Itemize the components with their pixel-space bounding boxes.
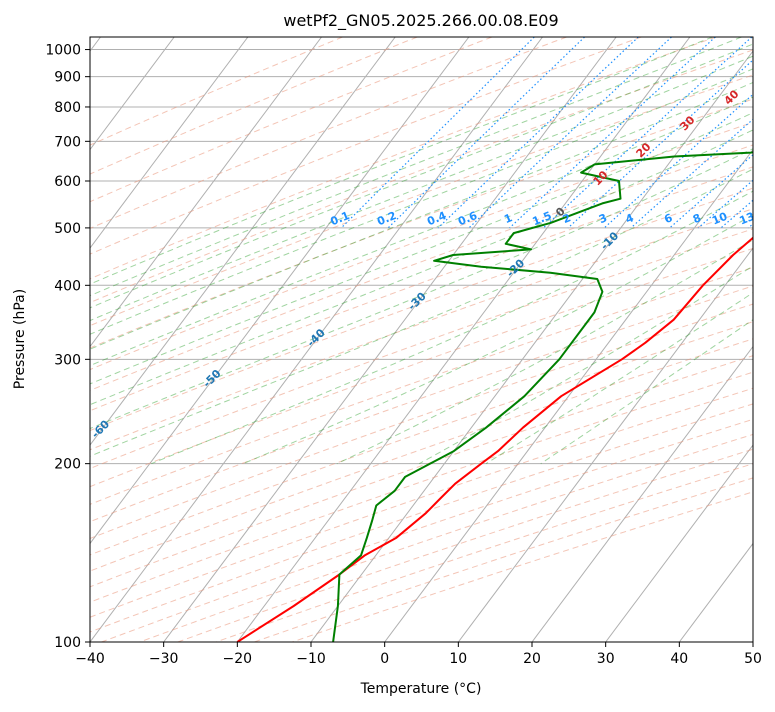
y-axis-label: Pressure (hPa) <box>12 289 28 389</box>
x-tick-label: 20 <box>523 651 541 667</box>
x-axis-label: Temperature (°C) <box>360 681 482 697</box>
y-tick-label: 100 <box>54 635 81 651</box>
y-tick-label: 200 <box>54 457 81 473</box>
y-tick-label: 600 <box>54 174 81 190</box>
y-tick-label: 700 <box>54 134 81 150</box>
y-tick-label: 300 <box>54 352 81 368</box>
x-tick-label: 40 <box>670 651 688 667</box>
y-tick-label: 500 <box>54 221 81 237</box>
chart-title: wetPf2_GN05.2025.266.00.08.E09 <box>283 11 558 31</box>
x-tick-label: 0 <box>380 651 389 667</box>
x-tick-label: 30 <box>597 651 615 667</box>
x-tick-label: −30 <box>149 651 179 667</box>
x-tick-label: −40 <box>75 651 105 667</box>
x-tick-label: −10 <box>296 651 326 667</box>
x-tick-label: −20 <box>223 651 253 667</box>
y-tick-label: 900 <box>54 70 81 86</box>
x-tick-label: 50 <box>744 651 762 667</box>
y-tick-label: 1000 <box>45 43 81 59</box>
x-tick-label: 10 <box>449 651 467 667</box>
y-tick-label: 400 <box>54 278 81 294</box>
y-tick-label: 800 <box>54 100 81 116</box>
